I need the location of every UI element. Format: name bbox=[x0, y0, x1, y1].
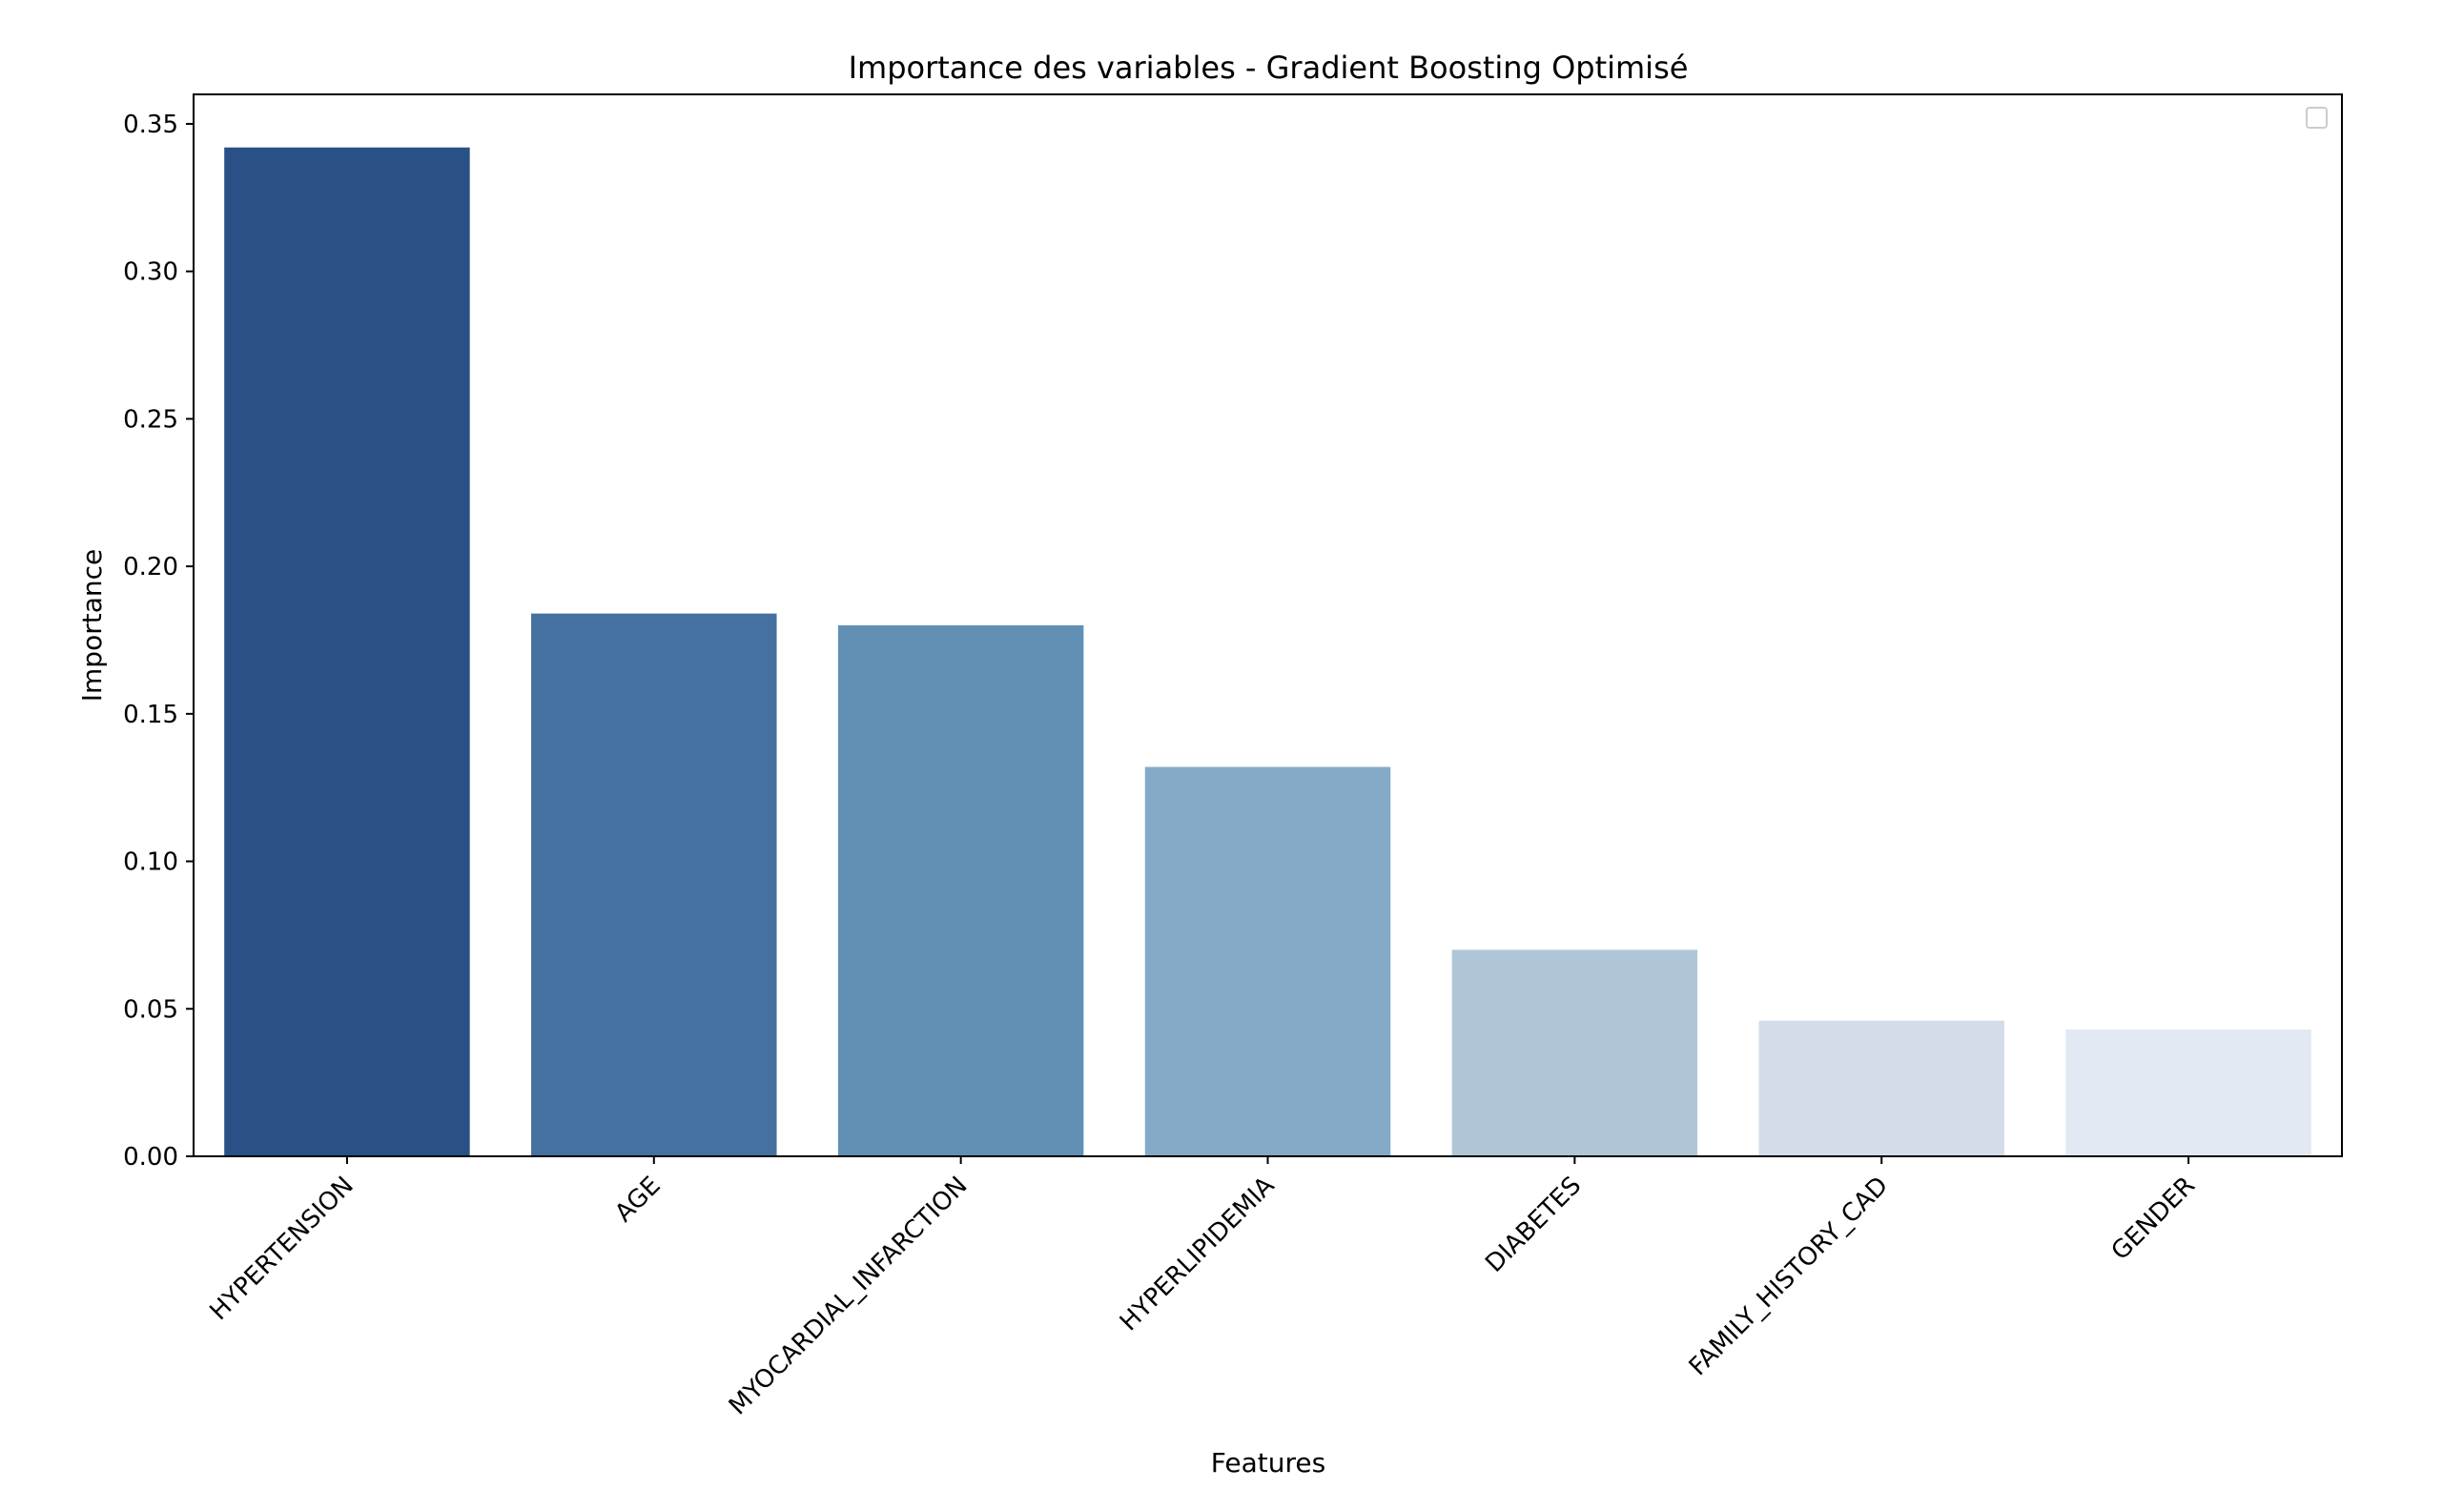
y-tick-label: 0.05 bbox=[123, 995, 178, 1024]
bar-myocardial-infarction bbox=[837, 625, 1084, 1156]
y-tick-label: 0.00 bbox=[123, 1143, 178, 1172]
y-tick-label: 0.15 bbox=[123, 701, 178, 729]
y-tick-label: 0.25 bbox=[123, 405, 178, 434]
x-axis-label: Features bbox=[1211, 1447, 1325, 1479]
bar-gender bbox=[2065, 1029, 2311, 1156]
bar-family-history-cad bbox=[1758, 1020, 2004, 1156]
plot-frame bbox=[193, 93, 2343, 1157]
y-tick-label: 0.35 bbox=[123, 111, 178, 139]
bar-hypertension bbox=[224, 147, 470, 1157]
y-axis: 0.00 0.05 0.10 0.15 0.20 0.25 0.30 0.35 bbox=[123, 111, 194, 1172]
y-tick-label: 0.30 bbox=[123, 258, 178, 287]
chart-title: Importance des variables - Gradient Boos… bbox=[849, 50, 1689, 86]
legend-box bbox=[2306, 107, 2328, 129]
y-tick-label: 0.20 bbox=[123, 553, 178, 581]
y-axis-label: Importance bbox=[76, 549, 108, 702]
bar-diabetes bbox=[1451, 949, 1698, 1156]
bar-hyperlipidemia bbox=[1144, 766, 1391, 1156]
y-tick-label: 0.10 bbox=[123, 848, 178, 877]
bars-group bbox=[224, 147, 2311, 1157]
bar-age bbox=[531, 613, 777, 1156]
